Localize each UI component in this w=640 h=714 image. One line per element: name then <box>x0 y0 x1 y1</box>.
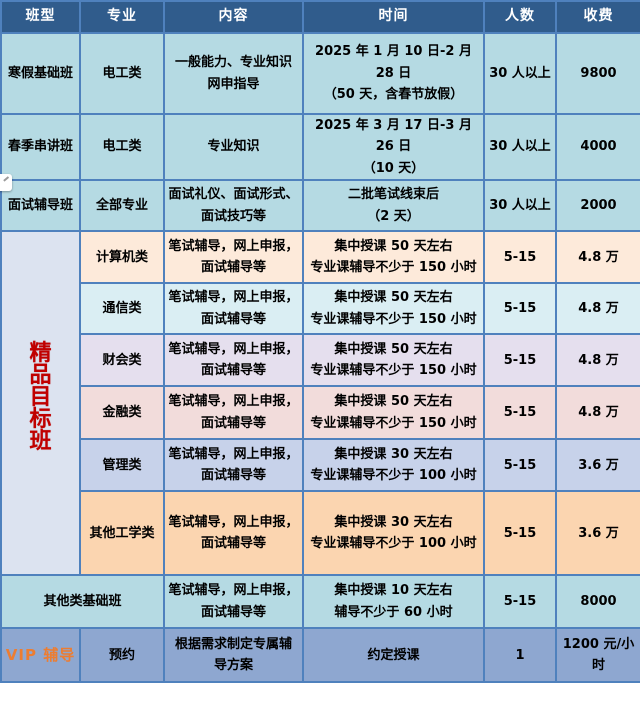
course-pricing-table: 班型 专业 内容 时间 人数 收费 寒假基础班 电工类 一般能力、专业知识 网申… <box>0 0 640 684</box>
cell-content: 笔试辅导，网上申报， 面试辅导等 <box>163 490 304 577</box>
cell-fee: 1200 元/小时 <box>555 627 640 684</box>
table-row-finance: 金融类 笔试辅导，网上申报， 面试辅导等 集中授课 50 天左右 专业课辅导不少… <box>1 385 640 441</box>
group-cell-premium-target-class: 精 品 目 标 班 <box>0 230 81 577</box>
cell-people: 5-15 <box>483 282 557 336</box>
cell-people: 5-15 <box>483 230 557 285</box>
header-people: 人数 <box>483 0 557 34</box>
cell-vip-label: VIP 辅导 <box>0 627 81 684</box>
cell-people: 5-15 <box>483 385 557 441</box>
cell-time: 集中授课 10 天左右 辅导不少于 60 小时 <box>302 574 485 630</box>
cell-time: 2025 年 3 月 17 日-3 月 26 日 （10 天） <box>302 112 485 182</box>
cell-major: 电工类 <box>79 32 165 115</box>
table-row-computer: 精 品 目 标 班 计算机类 笔试辅导，网上申报， 面试辅导等 集中授课 50 … <box>0 230 640 577</box>
cell-people: 5-15 <box>483 574 557 630</box>
cell-time: 集中授课 50 天左右 专业课辅导不少于 150 小时 <box>302 385 485 441</box>
cell-fee: 8000 <box>555 574 640 630</box>
cell-fee: 4.8 万 <box>555 282 640 336</box>
header-time: 时间 <box>302 0 485 34</box>
cell-fee: 2000 <box>555 179 640 233</box>
table-row-management: 管理类 笔试辅导，网上申报， 面试辅导等 集中授课 30 天左右 专业课辅导不少… <box>1 438 640 493</box>
cell-fee: 4.8 万 <box>555 230 640 285</box>
cell-major: 财会类 <box>79 333 165 388</box>
cell-content: 一般能力、专业知识 网申指导 <box>163 32 304 115</box>
cell-major: 金融类 <box>79 385 165 441</box>
cell-time: 2025 年 1 月 10 日-2 月 28 日 （50 天，含春节放假） <box>302 32 485 115</box>
cell-content: 笔试辅导，网上申报， 面试辅导等 <box>163 333 304 388</box>
header-major: 专业 <box>79 0 165 34</box>
cell-content: 笔试辅导，网上申报， 面试辅导等 <box>163 385 304 441</box>
cell-major: 全部专业 <box>79 179 165 233</box>
cell-class-type-merged: 其他类基础班 <box>0 574 165 630</box>
table-row-spring-review: 春季串讲班 电工类 专业知识 2025 年 3 月 17 日-3 月 26 日 … <box>0 112 640 182</box>
cell-fee: 4000 <box>555 112 640 182</box>
cell-time: 集中授课 30 天左右 专业课辅导不少于 100 小时 <box>302 438 485 493</box>
cell-content: 面试礼仪、面试形式、 面试技巧等 <box>163 179 304 233</box>
cell-content: 根据需求制定专属辅 导方案 <box>163 627 304 684</box>
header-content: 内容 <box>163 0 304 34</box>
cell-people: 30 人以上 <box>483 179 557 233</box>
cell-people: 30 人以上 <box>483 112 557 182</box>
cell-major: 预约 <box>79 627 165 684</box>
cell-major: 管理类 <box>79 438 165 493</box>
cell-time: 集中授课 50 天左右 专业课辅导不少于 150 小时 <box>302 333 485 388</box>
cell-major: 电工类 <box>79 112 165 182</box>
vertical-label-premium-target-class: 精 品 目 标 班 <box>29 341 52 455</box>
cell-fee: 4.8 万 <box>555 333 640 388</box>
table-row-other-engineering: 其他工学类 笔试辅导，网上申报， 面试辅导等 集中授课 30 天左右 专业课辅导… <box>1 490 640 577</box>
cell-time: 二批笔试线束后 （2 天） <box>302 179 485 233</box>
cell-time: 集中授课 50 天左右 专业课辅导不少于 150 小时 <box>302 282 485 336</box>
cell-fee: 4.8 万 <box>555 385 640 441</box>
cell-fee: 3.6 万 <box>555 490 640 577</box>
cell-content: 笔试辅导，网上申报， 面试辅导等 <box>163 574 304 630</box>
table-row-other-basic: 其他类基础班 笔试辅导，网上申报， 面试辅导等 集中授课 10 天左右 辅导不少… <box>0 574 640 630</box>
cell-people: 1 <box>483 627 557 684</box>
cell-content: 专业知识 <box>163 112 304 182</box>
table-row-winter-basic: 寒假基础班 电工类 一般能力、专业知识 网申指导 2025 年 1 月 10 日… <box>0 32 640 115</box>
cell-class-type: 寒假基础班 <box>0 32 81 115</box>
cell-class-type: 春季串讲班 <box>0 112 81 182</box>
cell-major: 通信类 <box>79 282 165 336</box>
table-row-finance-accounting: 财会类 笔试辅导，网上申报， 面试辅导等 集中授课 50 天左右 专业课辅导不少… <box>1 333 640 388</box>
header-fee: 收费 <box>555 0 640 34</box>
cell-people: 5-15 <box>483 438 557 493</box>
cell-major: 计算机类 <box>79 230 165 285</box>
cell-class-type: 面试辅导班 <box>0 179 81 233</box>
cell-time: 集中授课 50 天左右 专业课辅导不少于 150 小时 <box>302 230 485 285</box>
cell-content: 笔试辅导，网上申报， 面试辅导等 <box>163 282 304 336</box>
cell-people: 5-15 <box>483 490 557 577</box>
table-row-communication: 通信类 笔试辅导，网上申报， 面试辅导等 集中授课 50 天左右 专业课辅导不少… <box>1 282 640 336</box>
cell-content: 笔试辅导，网上申报， 面试辅导等 <box>163 438 304 493</box>
table-row-interview-coaching: 面试辅导班 全部专业 面试礼仪、面试形式、 面试技巧等 二批笔试线束后 （2 天… <box>0 179 640 233</box>
table-row-vip: VIP 辅导 预约 根据需求制定专属辅 导方案 约定授课 1 1200 元/小时 <box>0 627 640 684</box>
cell-time: 约定授课 <box>302 627 485 684</box>
cell-fee: 9800 <box>555 32 640 115</box>
header-row: 班型 专业 内容 时间 人数 收费 <box>0 0 640 34</box>
cell-content: 笔试辅导，网上申报， 面试辅导等 <box>163 230 304 285</box>
cursor-artifact <box>0 174 12 191</box>
cell-time: 集中授课 30 天左右 专业课辅导不少于 100 小时 <box>302 490 485 577</box>
header-class-type: 班型 <box>0 0 81 34</box>
cell-people: 5-15 <box>483 333 557 388</box>
cell-people: 30 人以上 <box>483 32 557 115</box>
cell-fee: 3.6 万 <box>555 438 640 493</box>
cell-major: 其他工学类 <box>79 490 165 577</box>
